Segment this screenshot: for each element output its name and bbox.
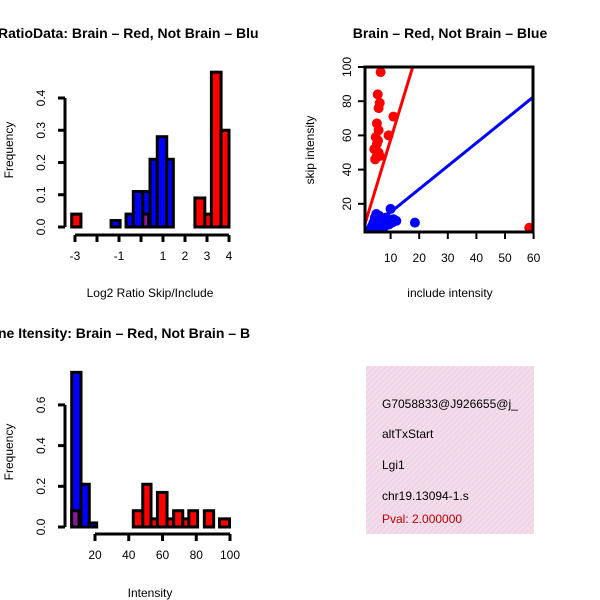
y-tick-label: 100 bbox=[340, 57, 354, 77]
y-tick-label: 0.2 bbox=[34, 478, 48, 495]
y-tick-label: 0.4 bbox=[34, 89, 48, 106]
histogram-bar bbox=[141, 212, 151, 229]
x-tick-label: 2 bbox=[182, 249, 189, 263]
intensity-scatter-panel: Brain – Red, Not Brain – Blue 10 20 30 40 50 6… bbox=[303, 25, 548, 300]
histogram-bar bbox=[141, 482, 153, 529]
x-tick-label: 40 bbox=[122, 548, 136, 562]
x-tick-label: 40 bbox=[470, 251, 484, 265]
ratio-histogram-panel: RatioData: Brain – Red, Not Brain – Blu -… bbox=[0, 25, 259, 300]
scatter-point bbox=[409, 217, 420, 228]
info-event-type: altTxStart bbox=[382, 427, 434, 441]
y-tick-label: 40 bbox=[340, 163, 354, 177]
scatter-point bbox=[372, 89, 383, 100]
x-tick-label: 1 bbox=[160, 249, 167, 263]
info-box-background bbox=[366, 366, 534, 534]
histogram-bar bbox=[155, 490, 169, 529]
info-pval: Pval: 2.000000 bbox=[382, 512, 462, 526]
y-axis-label: Frequency bbox=[2, 122, 16, 179]
info-box: G7058833@J926655@j_ altTxStart Lgi1 chr1… bbox=[366, 366, 534, 534]
y-tick-label: 0.2 bbox=[34, 154, 48, 171]
scatter-plot-area bbox=[365, 67, 533, 232]
y-axis-label: Frequency bbox=[2, 424, 16, 481]
y-tick-label: 0.6 bbox=[34, 396, 48, 413]
x-tick-label: 20 bbox=[88, 548, 102, 562]
histogram-bar bbox=[79, 482, 91, 529]
x-axis-label: Intensity bbox=[128, 586, 173, 600]
chart-title: Brain – Red, Not Brain – Blue bbox=[353, 25, 548, 41]
x-tick-label: 50 bbox=[498, 251, 512, 265]
y-tick-label: 60 bbox=[340, 128, 354, 142]
scatter-point bbox=[375, 67, 386, 78]
x-tick-label: 80 bbox=[190, 548, 204, 562]
y-tick-label: 0.1 bbox=[34, 186, 48, 203]
x-tick-label: 10 bbox=[384, 251, 398, 265]
histogram-bar bbox=[219, 128, 231, 229]
histogram-bar bbox=[70, 509, 81, 529]
x-tick-label: -3 bbox=[70, 249, 81, 263]
x-tick-label: -1 bbox=[114, 249, 125, 263]
x-axis-label: Log2 Ratio Skip/Include bbox=[87, 286, 214, 300]
x-axis-label: include intensity bbox=[407, 286, 492, 300]
info-gene: Lgi1 bbox=[382, 458, 405, 472]
info-event-id: G7058833@J926655@j_ bbox=[382, 397, 518, 411]
histogram-bar bbox=[165, 157, 175, 229]
x-tick-label: 60 bbox=[527, 251, 541, 265]
y-tick-label: 0.0 bbox=[34, 218, 48, 235]
x-tick-label: 4 bbox=[226, 249, 233, 263]
histogram-bar bbox=[218, 517, 231, 529]
y-axis-label: skip intensity bbox=[303, 116, 317, 185]
plot-frame bbox=[363, 65, 535, 234]
regression-line bbox=[365, 67, 415, 230]
chart-title: RatioData: Brain – Red, Not Brain – Blu bbox=[0, 25, 259, 41]
y-tick-label: 0.0 bbox=[34, 518, 48, 535]
histogram-bar bbox=[70, 212, 83, 229]
histogram-bar bbox=[109, 219, 122, 229]
y-tick-label: 0.3 bbox=[34, 122, 48, 139]
y-tick-label: 80 bbox=[340, 94, 354, 108]
y-tick-label: 20 bbox=[340, 197, 354, 211]
intensity-histogram-panel: ne Itensity: Brain – Red, Not Brain – B 2… bbox=[0, 325, 250, 600]
scatter-point bbox=[373, 147, 384, 158]
x-tick-label: 20 bbox=[413, 251, 427, 265]
histogram-bar bbox=[193, 196, 207, 229]
scatter-point bbox=[391, 215, 402, 226]
histogram-bar bbox=[202, 509, 216, 529]
x-tick-label: 100 bbox=[220, 548, 240, 562]
regression-line bbox=[365, 95, 533, 232]
scatter-point bbox=[524, 222, 533, 232]
info-locus: chr19.13094-1.s bbox=[382, 489, 469, 503]
y-tick-label: 0.4 bbox=[34, 437, 48, 454]
x-tick-label: 3 bbox=[204, 249, 211, 263]
histogram-bar bbox=[187, 509, 200, 529]
x-tick-label: 60 bbox=[156, 548, 170, 562]
histogram-bar bbox=[87, 521, 99, 529]
chart-title: ne Itensity: Brain – Red, Not Brain – B bbox=[0, 325, 250, 341]
scatter-point bbox=[373, 103, 384, 114]
x-tick-label: 30 bbox=[441, 251, 455, 265]
